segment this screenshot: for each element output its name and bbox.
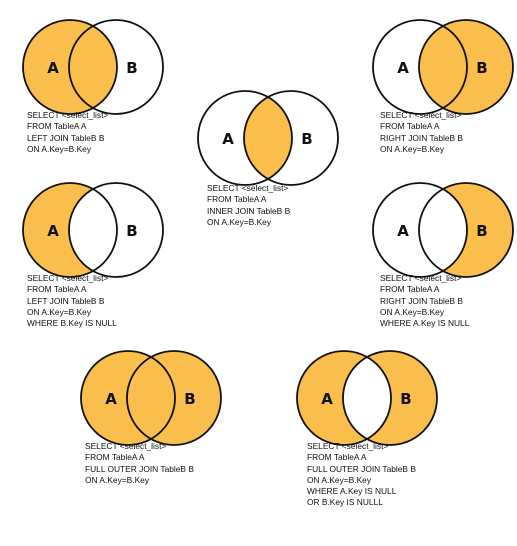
circle-b-label: B (400, 390, 411, 408)
circle-a-label: A (397, 222, 409, 240)
region-intersection (244, 91, 292, 185)
circle-a-outline (22, 182, 118, 278)
region-intersection (69, 183, 117, 277)
region-intersection (419, 183, 467, 277)
circle-a-outline (372, 19, 468, 115)
circle-a-outline (22, 19, 118, 115)
circle-a-label: A (321, 390, 333, 408)
sql-query-right-join: SELECT <select_list> FROM TableA A RIGHT… (380, 110, 463, 154)
sql-query-full-outer-join: SELECT <select_list> FROM TableA A FULL … (85, 441, 194, 485)
circle-b-label: B (184, 390, 195, 408)
sql-query-right-excluding-join: SELECT <select_list> FROM TableA A RIGHT… (380, 273, 470, 329)
circle-b-label: B (301, 130, 312, 148)
circle-a-label: A (397, 59, 409, 77)
sql-query-left-excluding-join: SELECT <select_list> FROM TableA A LEFT … (27, 273, 117, 329)
region-intersection (127, 351, 175, 445)
region-intersection (69, 20, 117, 114)
sql-query-left-join: SELECT <select_list> FROM TableA A LEFT … (27, 110, 109, 154)
circle-a-outline (372, 182, 468, 278)
circle-b-outline (243, 90, 339, 186)
region-intersection (343, 351, 391, 445)
sql-query-full-outer-excluding-join: SELECT <select_list> FROM TableA A FULL … (307, 441, 416, 508)
circle-b-outline (68, 19, 164, 115)
circle-b-label: B (476, 59, 487, 77)
circle-b-outline (126, 350, 222, 446)
circle-a-label: A (47, 59, 59, 77)
circle-b-label: B (126, 59, 137, 77)
circle-b-outline (342, 350, 438, 446)
circle-b-outline (418, 182, 514, 278)
circle-a-outline (80, 350, 176, 446)
circle-a-label: A (105, 390, 117, 408)
circle-a-label: A (222, 130, 234, 148)
sql-query-inner-join: SELECT <select_list> FROM TableA A INNER… (207, 183, 291, 227)
circle-a-label: A (47, 222, 59, 240)
circle-b-label: B (476, 222, 487, 240)
circle-a-outline (197, 90, 293, 186)
region-intersection (419, 20, 467, 114)
circle-b-outline (68, 182, 164, 278)
circle-b-label: B (126, 222, 137, 240)
circle-a-outline (296, 350, 392, 446)
circle-b-outline (418, 19, 514, 115)
